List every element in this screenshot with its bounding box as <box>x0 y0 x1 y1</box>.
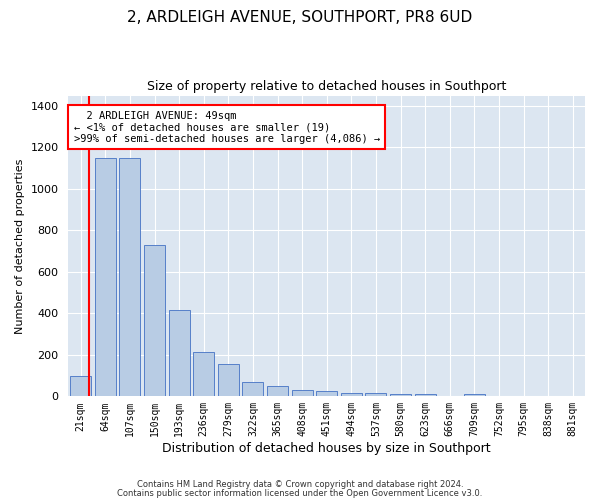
Bar <box>144 245 165 396</box>
Bar <box>365 393 386 396</box>
X-axis label: Distribution of detached houses by size in Southport: Distribution of detached houses by size … <box>163 442 491 455</box>
Bar <box>218 364 239 396</box>
Y-axis label: Number of detached properties: Number of detached properties <box>15 158 25 334</box>
Bar <box>415 394 436 396</box>
Bar <box>119 158 140 396</box>
Bar <box>292 390 313 396</box>
Bar <box>464 394 485 396</box>
Bar <box>95 158 116 396</box>
Bar <box>267 386 288 396</box>
Text: Contains public sector information licensed under the Open Government Licence v3: Contains public sector information licen… <box>118 488 482 498</box>
Bar <box>390 394 411 396</box>
Bar <box>341 392 362 396</box>
Bar <box>70 376 91 396</box>
Text: 2, ARDLEIGH AVENUE, SOUTHPORT, PR8 6UD: 2, ARDLEIGH AVENUE, SOUTHPORT, PR8 6UD <box>127 10 473 25</box>
Bar <box>316 391 337 396</box>
Bar <box>193 352 214 397</box>
Title: Size of property relative to detached houses in Southport: Size of property relative to detached ho… <box>147 80 506 93</box>
Bar <box>169 310 190 396</box>
Bar <box>242 382 263 396</box>
Text: Contains HM Land Registry data © Crown copyright and database right 2024.: Contains HM Land Registry data © Crown c… <box>137 480 463 489</box>
Text: 2 ARDLEIGH AVENUE: 49sqm
← <1% of detached houses are smaller (19)
>99% of semi-: 2 ARDLEIGH AVENUE: 49sqm ← <1% of detach… <box>74 110 380 144</box>
